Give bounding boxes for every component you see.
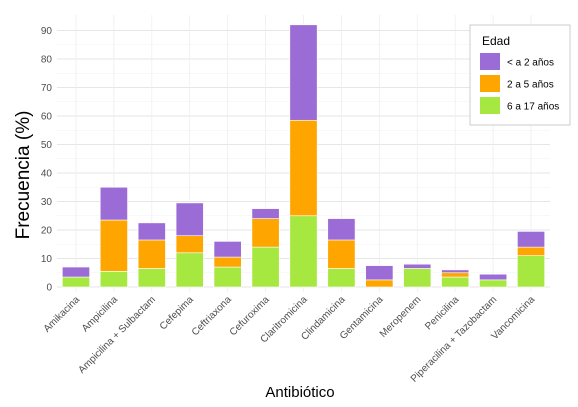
bar-segment bbox=[289, 24, 318, 121]
legend-label: < a 2 años bbox=[507, 58, 554, 69]
legend-label: 2 a 5 años bbox=[507, 80, 554, 91]
bar-segment bbox=[175, 202, 204, 237]
bar-segment bbox=[99, 271, 128, 288]
bar-segment bbox=[517, 255, 545, 288]
y-tick-label: 70 bbox=[41, 83, 53, 94]
legend-swatch bbox=[480, 97, 500, 114]
bar-segment bbox=[213, 256, 242, 268]
bar-segment bbox=[213, 266, 242, 288]
legend-items: < a 2 años 2 a 5 años 6 a 17 años bbox=[480, 53, 559, 114]
bar-segment bbox=[62, 276, 90, 288]
legend: Edad < a 2 años 2 a 5 años 6 a 17 años bbox=[469, 24, 571, 126]
bar-segment bbox=[99, 186, 128, 221]
bar-segment bbox=[479, 273, 508, 281]
bar-segment bbox=[403, 268, 432, 288]
bar-segment bbox=[327, 268, 356, 288]
bar-segment bbox=[441, 272, 470, 278]
y-tick-label: 40 bbox=[41, 169, 53, 180]
bar-segment bbox=[365, 265, 394, 281]
bar-segment bbox=[403, 263, 432, 269]
legend-label: 6 a 17 años bbox=[507, 102, 559, 113]
bar-segment bbox=[289, 119, 318, 217]
bar-segment bbox=[62, 266, 90, 278]
legend-swatch bbox=[480, 75, 500, 92]
bar-segment bbox=[251, 208, 280, 219]
bar-segment bbox=[441, 276, 470, 288]
bar-segment bbox=[251, 218, 280, 248]
y-tick-label: 20 bbox=[41, 226, 53, 237]
bar-segment bbox=[137, 239, 166, 269]
y-tick-label: 50 bbox=[41, 140, 53, 151]
y-tick-label: 90 bbox=[41, 26, 53, 37]
y-tick-label: 60 bbox=[41, 112, 53, 123]
bar-segment bbox=[517, 246, 545, 256]
legend-title: Edad bbox=[482, 34, 510, 48]
y-tick-label: 80 bbox=[41, 55, 53, 66]
bar-segment bbox=[137, 222, 166, 241]
bar-segment bbox=[175, 252, 204, 288]
bar-segment bbox=[479, 279, 508, 288]
x-axis-title: Antibiótico bbox=[265, 384, 334, 401]
bars bbox=[62, 24, 545, 288]
y-tick-label: 0 bbox=[46, 283, 52, 294]
bar-segment bbox=[517, 231, 545, 248]
legend-swatch bbox=[480, 53, 500, 70]
bar-segment bbox=[441, 269, 470, 274]
y-axis-title: Frecuencia (%) bbox=[13, 111, 34, 240]
bar-segment bbox=[137, 268, 166, 288]
y-tick-label: 30 bbox=[41, 197, 53, 208]
bar-segment bbox=[99, 219, 128, 272]
y-tick-labels: 0 10 20 30 40 50 60 70 80 90 bbox=[41, 26, 53, 294]
bar-segment bbox=[251, 246, 280, 288]
bar-segment bbox=[213, 241, 242, 258]
bar-segment bbox=[327, 239, 356, 269]
bar-segment bbox=[365, 279, 394, 288]
y-tick-label: 10 bbox=[41, 254, 53, 265]
bar-segment bbox=[327, 218, 356, 241]
bar-segment bbox=[289, 215, 318, 288]
bar-segment bbox=[175, 235, 204, 254]
